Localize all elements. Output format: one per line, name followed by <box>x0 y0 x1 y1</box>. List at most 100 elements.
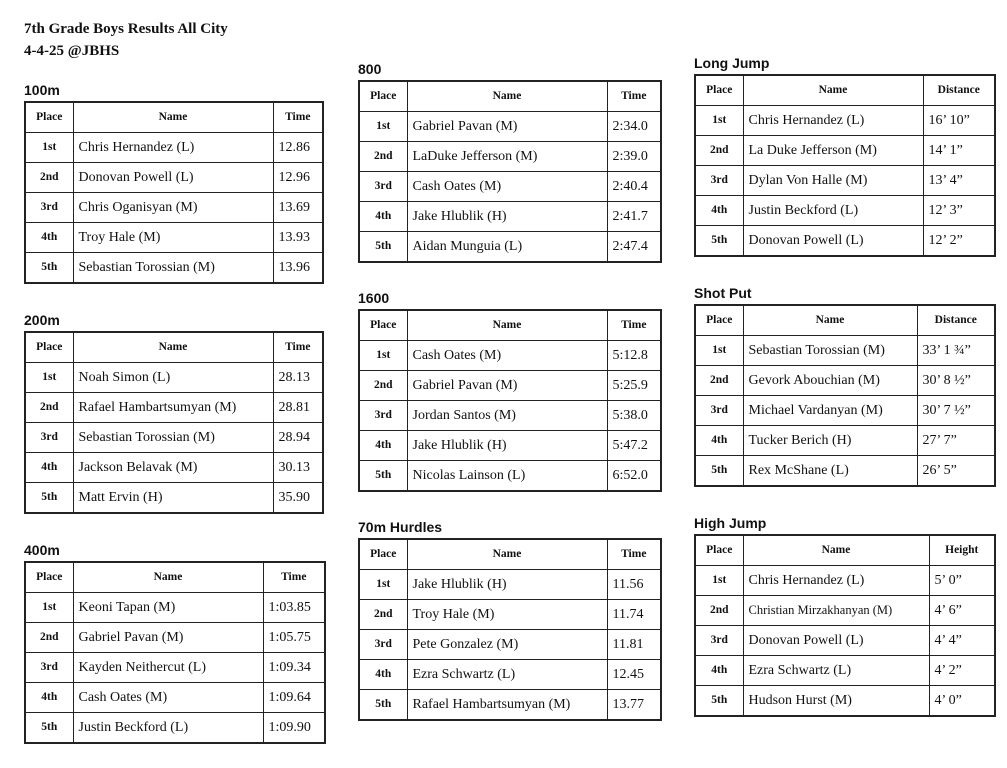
column-header: Name <box>406 538 608 570</box>
result-cell: 5:25.9 <box>606 370 662 401</box>
result-cell: 4’ 4” <box>928 625 996 656</box>
result-cell: 11.81 <box>606 629 662 660</box>
place-cell: 3rd <box>24 192 74 223</box>
table-row: 2nd LaDuke Jefferson (M) 2:39.0 <box>358 141 662 172</box>
table-header: Place Name Time <box>24 331 324 363</box>
event-long-jump: Long Jump Place Name Distance 1st Chris Her… <box>694 55 996 257</box>
event-800: 800 Place Name Time 1st Gabriel Pavan (M) 2… <box>358 61 662 263</box>
column-header: Distance <box>922 74 996 106</box>
result-cell: 1:09.34 <box>262 652 326 683</box>
athlete-name-cell: Hudson Hurst (M) <box>742 685 930 717</box>
place-cell: 3rd <box>694 165 744 196</box>
place-cell: 5th <box>694 455 744 487</box>
table-row: 1st Jake Hlublik (H) 11.56 <box>358 569 662 600</box>
table-row: 3rd Sebastian Torossian (M) 28.94 <box>24 422 324 453</box>
table-row: 2nd Gabriel Pavan (M) 5:25.9 <box>358 370 662 401</box>
column-header: Place <box>358 80 408 112</box>
place-cell: 3rd <box>694 625 744 656</box>
athlete-name-cell: Sebastian Torossian (M) <box>72 422 274 453</box>
athlete-name-cell: Cash Oates (M) <box>406 171 608 202</box>
results-table: Place Name Distance 1st Sebastian Torossia… <box>694 304 996 487</box>
place-cell: 1st <box>694 335 744 366</box>
result-cell: 13.96 <box>272 252 324 284</box>
result-cell: 12.86 <box>272 132 324 163</box>
column-header: Name <box>742 534 930 566</box>
title-line-2: 4-4-25 @JBHS <box>24 43 120 59</box>
table-row: 2nd Rafael Hambartsumyan (M) 28.81 <box>24 392 324 423</box>
result-cell: 5:38.0 <box>606 400 662 431</box>
result-cell: 26’ 5” <box>916 455 996 487</box>
column-header: Name <box>72 561 264 593</box>
result-cell: 35.90 <box>272 482 324 514</box>
place-cell: 5th <box>358 689 408 721</box>
table-row: 3rd Chris Oganisyan (M) 13.69 <box>24 192 324 223</box>
place-cell: 3rd <box>358 629 408 660</box>
result-cell: 5:47.2 <box>606 430 662 461</box>
place-cell: 4th <box>694 195 744 226</box>
place-cell: 2nd <box>24 622 74 653</box>
athlete-name-cell: Keoni Tapan (M) <box>72 592 264 623</box>
event-title: 800 <box>358 61 382 77</box>
athlete-name-cell: Gevork Abouchian (M) <box>742 365 918 396</box>
athlete-name-cell: Christian Mirzakhanyan (M) <box>742 595 930 626</box>
page-title: 7th Grade Boys Results All City 4-4-25 @… <box>24 18 344 62</box>
place-cell: 3rd <box>24 652 74 683</box>
athlete-name-cell: Donovan Powell (L) <box>72 162 274 193</box>
table-row: 4th Justin Beckford (L) 12’ 3” <box>694 195 996 226</box>
table-row: 3rd Donovan Powell (L) 4’ 4” <box>694 625 996 656</box>
result-cell: 2:39.0 <box>606 141 662 172</box>
place-cell: 4th <box>358 430 408 461</box>
place-cell: 2nd <box>694 365 744 396</box>
athlete-name-cell: Sebastian Torossian (M) <box>742 335 918 366</box>
result-cell: 28.81 <box>272 392 324 423</box>
result-cell: 30’ 7 ½” <box>916 395 996 426</box>
column-header: Place <box>24 101 74 133</box>
event-title: 1600 <box>358 290 390 306</box>
place-cell: 4th <box>694 655 744 686</box>
table-row: 1st Keoni Tapan (M) 1:03.85 <box>24 592 326 623</box>
results-table: Place Name Time 1st Gabriel Pavan (M) 2:34… <box>358 80 662 263</box>
place-cell: 2nd <box>358 599 408 630</box>
result-cell: 11.56 <box>606 569 662 600</box>
place-cell: 2nd <box>358 370 408 401</box>
table-row: 1st Chris Hernandez (L) 12.86 <box>24 132 324 163</box>
place-cell: 3rd <box>694 395 744 426</box>
place-cell: 3rd <box>358 171 408 202</box>
place-cell: 1st <box>24 362 74 393</box>
athlete-name-cell: Chris Hernandez (L) <box>742 105 924 136</box>
event-100m: 100m Place Name Time 1st Chris Hernandez (L… <box>24 82 324 284</box>
table-row: 4th Jackson Belavak (M) 30.13 <box>24 452 324 483</box>
athlete-name-cell: Donovan Powell (L) <box>742 625 930 656</box>
column-header: Place <box>24 561 74 593</box>
column-header: Time <box>272 331 324 363</box>
athlete-name-cell: Jake Hlublik (H) <box>406 201 608 232</box>
result-cell: 2:41.7 <box>606 201 662 232</box>
table-row: 4th Jake Hlublik (H) 5:47.2 <box>358 430 662 461</box>
column-header: Place <box>358 538 408 570</box>
place-cell: 4th <box>24 452 74 483</box>
results-table: Place Name Height 1st Chris Hernandez (L) … <box>694 534 996 717</box>
athlete-name-cell: Chris Oganisyan (M) <box>72 192 274 223</box>
result-cell: 5:12.8 <box>606 340 662 371</box>
table-row: 5th Sebastian Torossian (M) 13.96 <box>24 252 324 284</box>
results-table: Place Name Time 1st Jake Hlublik (H) 11.56… <box>358 538 662 721</box>
result-cell: 30.13 <box>272 452 324 483</box>
place-cell: 5th <box>24 712 74 744</box>
athlete-name-cell: Jake Hlublik (H) <box>406 430 608 461</box>
athlete-name-cell: Jake Hlublik (H) <box>406 569 608 600</box>
place-cell: 4th <box>358 659 408 690</box>
column-header: Time <box>606 538 662 570</box>
event-high-jump: High Jump Place Name Height 1st Chris Herna… <box>694 515 996 717</box>
table-row: 2nd Christian Mirzakhanyan (M) 4’ 6” <box>694 595 996 626</box>
table-row: 4th Jake Hlublik (H) 2:41.7 <box>358 201 662 232</box>
place-cell: 4th <box>24 222 74 253</box>
event-title: 200m <box>24 312 60 328</box>
table-header: Place Name Height <box>694 534 996 566</box>
result-cell: 12’ 2” <box>922 225 996 257</box>
column-header: Place <box>694 534 744 566</box>
column-header: Name <box>72 331 274 363</box>
place-cell: 2nd <box>694 135 744 166</box>
place-cell: 5th <box>694 685 744 717</box>
place-cell: 2nd <box>24 392 74 423</box>
result-cell: 30’ 8 ½” <box>916 365 996 396</box>
